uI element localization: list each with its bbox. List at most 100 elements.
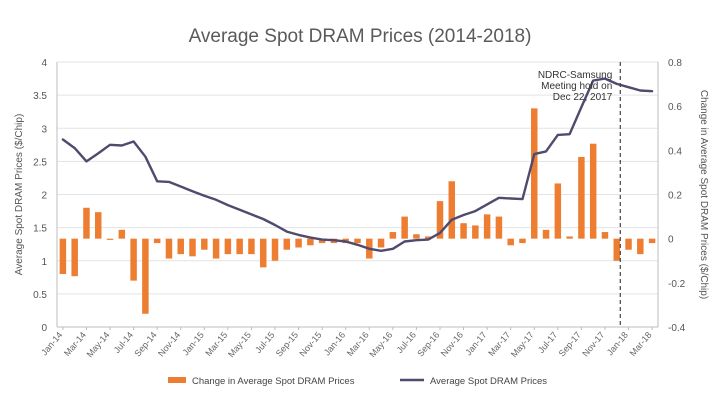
- y-tick-right-label: 0: [668, 235, 674, 246]
- x-tick-label: Jul-17: [536, 330, 559, 355]
- bar: [165, 238, 173, 259]
- y-tick-left-label: 3.5: [33, 91, 47, 102]
- bar: [436, 201, 444, 239]
- bar: [424, 236, 432, 239]
- bar: [601, 232, 609, 239]
- bar: [283, 238, 291, 250]
- y-tick-left-label: 2.5: [33, 157, 47, 168]
- x-tick-label: Mar-14: [62, 330, 88, 358]
- bar: [307, 238, 314, 246]
- x-tick-label: Jul-15: [253, 330, 276, 355]
- bar: [212, 238, 220, 259]
- bar: [130, 238, 137, 281]
- annotation-text-line: Meeting hold on: [541, 81, 612, 92]
- x-tick-label: Jul-16: [395, 330, 418, 355]
- x-tick-label: Sep-17: [557, 330, 583, 359]
- bar: [259, 238, 267, 268]
- bar: [472, 225, 479, 239]
- y-tick-left-label: 1.5: [33, 224, 47, 235]
- x-tick-label: Sep-14: [132, 330, 158, 359]
- y-tick-right-label: 0.6: [668, 102, 682, 113]
- x-tick-label: Jan-17: [463, 330, 488, 358]
- bar: [118, 229, 126, 239]
- x-tick-label: Nov-17: [580, 330, 606, 359]
- bar: [578, 156, 585, 239]
- axes: 0 0.5 1 1.5 2 2.5 3 3.5 4 -0.4 -0.2 0 0.2 0.4 0.6 0.8 Ja…: [33, 58, 686, 359]
- bar: [519, 238, 526, 244]
- bar: [177, 238, 184, 255]
- y-tick-right-label: -0.4: [668, 323, 686, 334]
- bar: [495, 216, 503, 239]
- x-tick-label: Mar-15: [203, 330, 229, 358]
- bar: [106, 238, 114, 240]
- bar: [71, 238, 78, 277]
- bar: [153, 238, 161, 244]
- y-tick-right-label: 0.2: [668, 191, 682, 202]
- bar: [401, 216, 408, 239]
- bar: [189, 238, 196, 257]
- average-price-line: [61, 77, 654, 253]
- x-tick-label: Mar-18: [628, 330, 654, 358]
- bar: [413, 234, 420, 239]
- annotation-text-line: NDRC-Samsung: [538, 70, 612, 81]
- bar: [354, 238, 361, 244]
- y-tick-right-label: 0.8: [668, 58, 682, 69]
- bar: [318, 238, 326, 244]
- x-tick-label: May-15: [226, 330, 253, 359]
- legend-bar-label: Change in Average Spot DRAM Prices: [192, 376, 355, 387]
- x-tick-label: May-16: [367, 330, 394, 359]
- x-tick-label: Mar-16: [345, 330, 371, 358]
- annotation-text-line: Dec 22, 2017: [553, 92, 613, 103]
- y-tick-left-label: 1: [41, 257, 47, 268]
- bar: [448, 181, 456, 239]
- bar: [507, 238, 514, 246]
- bar: [271, 238, 279, 261]
- bar: [377, 238, 385, 248]
- bar: [542, 229, 550, 239]
- bar: [83, 207, 90, 239]
- bar: [566, 236, 573, 239]
- x-tick-label: Sep-16: [415, 330, 441, 359]
- bar: [531, 108, 538, 239]
- bar: [637, 238, 644, 255]
- bar: [95, 212, 102, 239]
- line-series-average: [61, 77, 654, 253]
- legend-bar-swatch: [168, 377, 186, 383]
- x-tick-label: Jan-15: [180, 330, 205, 358]
- y-tick-left-label: 0: [41, 323, 47, 334]
- bar: [625, 238, 632, 250]
- bar: [142, 238, 149, 314]
- x-tick-label: May-14: [85, 330, 112, 359]
- bar: [59, 238, 67, 274]
- chart-title: Average Spot DRAM Prices (2014-2018): [189, 26, 532, 47]
- x-tick-label: Mar-17: [486, 330, 512, 358]
- bar: [201, 238, 208, 250]
- x-tick-label: May-17: [509, 330, 536, 359]
- bar: [236, 238, 243, 255]
- bar: [483, 214, 491, 239]
- x-tick-label: Nov-15: [297, 330, 323, 359]
- bar: [613, 238, 620, 261]
- legend: Change in Average Spot DRAM Prices Avera…: [168, 376, 547, 387]
- x-tick-label: Sep-15: [274, 330, 300, 359]
- x-tick-label: Nov-16: [439, 330, 465, 359]
- y-tick-left-label: 2: [41, 191, 47, 202]
- bar: [648, 238, 656, 244]
- x-tick-label: Nov-14: [156, 330, 182, 359]
- legend-line-label: Average Spot DRAM Prices: [430, 376, 547, 387]
- bar-series-change: [59, 108, 656, 314]
- y-axis-right-label: Change in Average Spot DRAM Prices ($/Ch…: [698, 90, 709, 299]
- y-tick-left-label: 3: [41, 124, 47, 135]
- y-tick-left-label: 4: [41, 58, 47, 69]
- bar: [554, 183, 562, 239]
- bar: [589, 143, 597, 239]
- bar: [389, 232, 397, 239]
- x-tick-label: Jan-18: [605, 330, 630, 358]
- bar: [295, 238, 302, 248]
- bar: [224, 238, 232, 255]
- grid: [57, 61, 658, 328]
- bar: [248, 238, 255, 255]
